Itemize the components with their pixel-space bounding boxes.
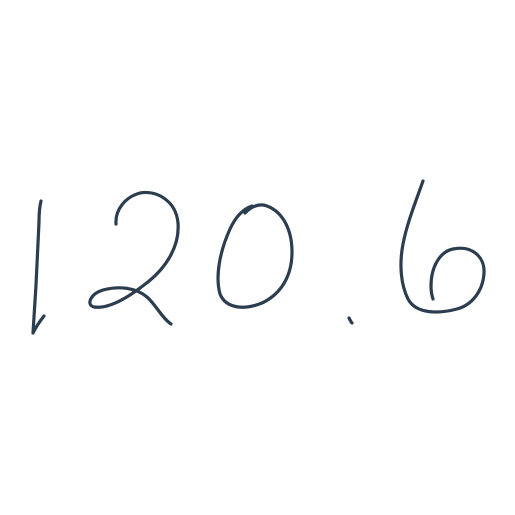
digit-1-stroke [31, 199, 46, 335]
decimal-point-stroke [347, 316, 354, 325]
digit-2-stroke [88, 190, 180, 326]
digit-0-stroke [216, 203, 294, 309]
digit-6-stroke [399, 179, 486, 314]
